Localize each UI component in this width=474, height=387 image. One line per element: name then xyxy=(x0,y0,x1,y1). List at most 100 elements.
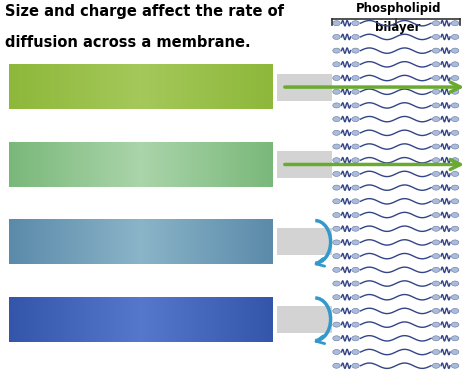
Ellipse shape xyxy=(432,308,440,313)
Ellipse shape xyxy=(451,349,459,354)
Ellipse shape xyxy=(432,295,440,300)
Ellipse shape xyxy=(432,158,440,163)
Ellipse shape xyxy=(451,199,459,204)
Ellipse shape xyxy=(451,89,459,94)
Ellipse shape xyxy=(333,185,340,190)
Ellipse shape xyxy=(451,171,459,176)
Text: diffusion across a membrane.: diffusion across a membrane. xyxy=(5,35,250,50)
Ellipse shape xyxy=(451,281,459,286)
Ellipse shape xyxy=(432,103,440,108)
Ellipse shape xyxy=(352,349,359,354)
Ellipse shape xyxy=(352,48,359,53)
Ellipse shape xyxy=(333,171,340,176)
Ellipse shape xyxy=(432,62,440,67)
Ellipse shape xyxy=(333,267,340,272)
Ellipse shape xyxy=(333,130,340,135)
Ellipse shape xyxy=(451,21,459,26)
Ellipse shape xyxy=(352,281,359,286)
Ellipse shape xyxy=(352,336,359,341)
Ellipse shape xyxy=(451,240,459,245)
Ellipse shape xyxy=(333,199,340,204)
Ellipse shape xyxy=(352,21,359,26)
Ellipse shape xyxy=(451,48,459,53)
Ellipse shape xyxy=(451,253,459,259)
Text: bilayer: bilayer xyxy=(375,21,421,34)
Ellipse shape xyxy=(432,267,440,272)
Text: Phospholipid: Phospholipid xyxy=(356,2,441,15)
Ellipse shape xyxy=(333,240,340,245)
Ellipse shape xyxy=(451,308,459,313)
Ellipse shape xyxy=(352,75,359,80)
Ellipse shape xyxy=(432,171,440,176)
Ellipse shape xyxy=(333,336,340,341)
Ellipse shape xyxy=(352,308,359,313)
Ellipse shape xyxy=(451,62,459,67)
Ellipse shape xyxy=(352,295,359,300)
Ellipse shape xyxy=(333,34,340,39)
Ellipse shape xyxy=(432,336,440,341)
Ellipse shape xyxy=(333,253,340,259)
Ellipse shape xyxy=(432,89,440,94)
Ellipse shape xyxy=(451,144,459,149)
Bar xyxy=(277,74,332,101)
Ellipse shape xyxy=(352,103,359,108)
Ellipse shape xyxy=(451,226,459,231)
Ellipse shape xyxy=(333,295,340,300)
Ellipse shape xyxy=(432,349,440,354)
Ellipse shape xyxy=(352,212,359,217)
Ellipse shape xyxy=(432,75,440,80)
Ellipse shape xyxy=(352,267,359,272)
Ellipse shape xyxy=(352,322,359,327)
Ellipse shape xyxy=(451,185,459,190)
Ellipse shape xyxy=(432,185,440,190)
Ellipse shape xyxy=(432,226,440,231)
Ellipse shape xyxy=(451,75,459,80)
Ellipse shape xyxy=(451,212,459,217)
Ellipse shape xyxy=(451,336,459,341)
Ellipse shape xyxy=(432,130,440,135)
Ellipse shape xyxy=(432,363,440,368)
Ellipse shape xyxy=(451,158,459,163)
Ellipse shape xyxy=(333,21,340,26)
Ellipse shape xyxy=(451,322,459,327)
Ellipse shape xyxy=(333,322,340,327)
Ellipse shape xyxy=(352,171,359,176)
Ellipse shape xyxy=(333,144,340,149)
Ellipse shape xyxy=(432,34,440,39)
Ellipse shape xyxy=(352,62,359,67)
Ellipse shape xyxy=(333,158,340,163)
Ellipse shape xyxy=(333,75,340,80)
Ellipse shape xyxy=(352,34,359,39)
Ellipse shape xyxy=(432,21,440,26)
Ellipse shape xyxy=(333,89,340,94)
Ellipse shape xyxy=(451,267,459,272)
Ellipse shape xyxy=(352,89,359,94)
Ellipse shape xyxy=(333,212,340,217)
Ellipse shape xyxy=(352,226,359,231)
Ellipse shape xyxy=(451,103,459,108)
Text: Size and charge affect the rate of: Size and charge affect the rate of xyxy=(5,4,284,19)
Ellipse shape xyxy=(352,253,359,259)
Ellipse shape xyxy=(432,281,440,286)
Ellipse shape xyxy=(352,116,359,122)
Ellipse shape xyxy=(432,116,440,122)
Ellipse shape xyxy=(451,116,459,122)
Ellipse shape xyxy=(432,253,440,259)
Ellipse shape xyxy=(333,281,340,286)
Ellipse shape xyxy=(432,199,440,204)
Ellipse shape xyxy=(451,34,459,39)
Ellipse shape xyxy=(432,240,440,245)
Ellipse shape xyxy=(432,144,440,149)
Ellipse shape xyxy=(451,295,459,300)
Ellipse shape xyxy=(451,363,459,368)
Bar xyxy=(277,306,332,333)
Ellipse shape xyxy=(333,363,340,368)
Ellipse shape xyxy=(352,240,359,245)
Ellipse shape xyxy=(333,349,340,354)
Ellipse shape xyxy=(333,308,340,313)
Ellipse shape xyxy=(432,48,440,53)
Ellipse shape xyxy=(352,130,359,135)
Ellipse shape xyxy=(352,199,359,204)
Ellipse shape xyxy=(352,158,359,163)
Bar xyxy=(277,228,332,255)
